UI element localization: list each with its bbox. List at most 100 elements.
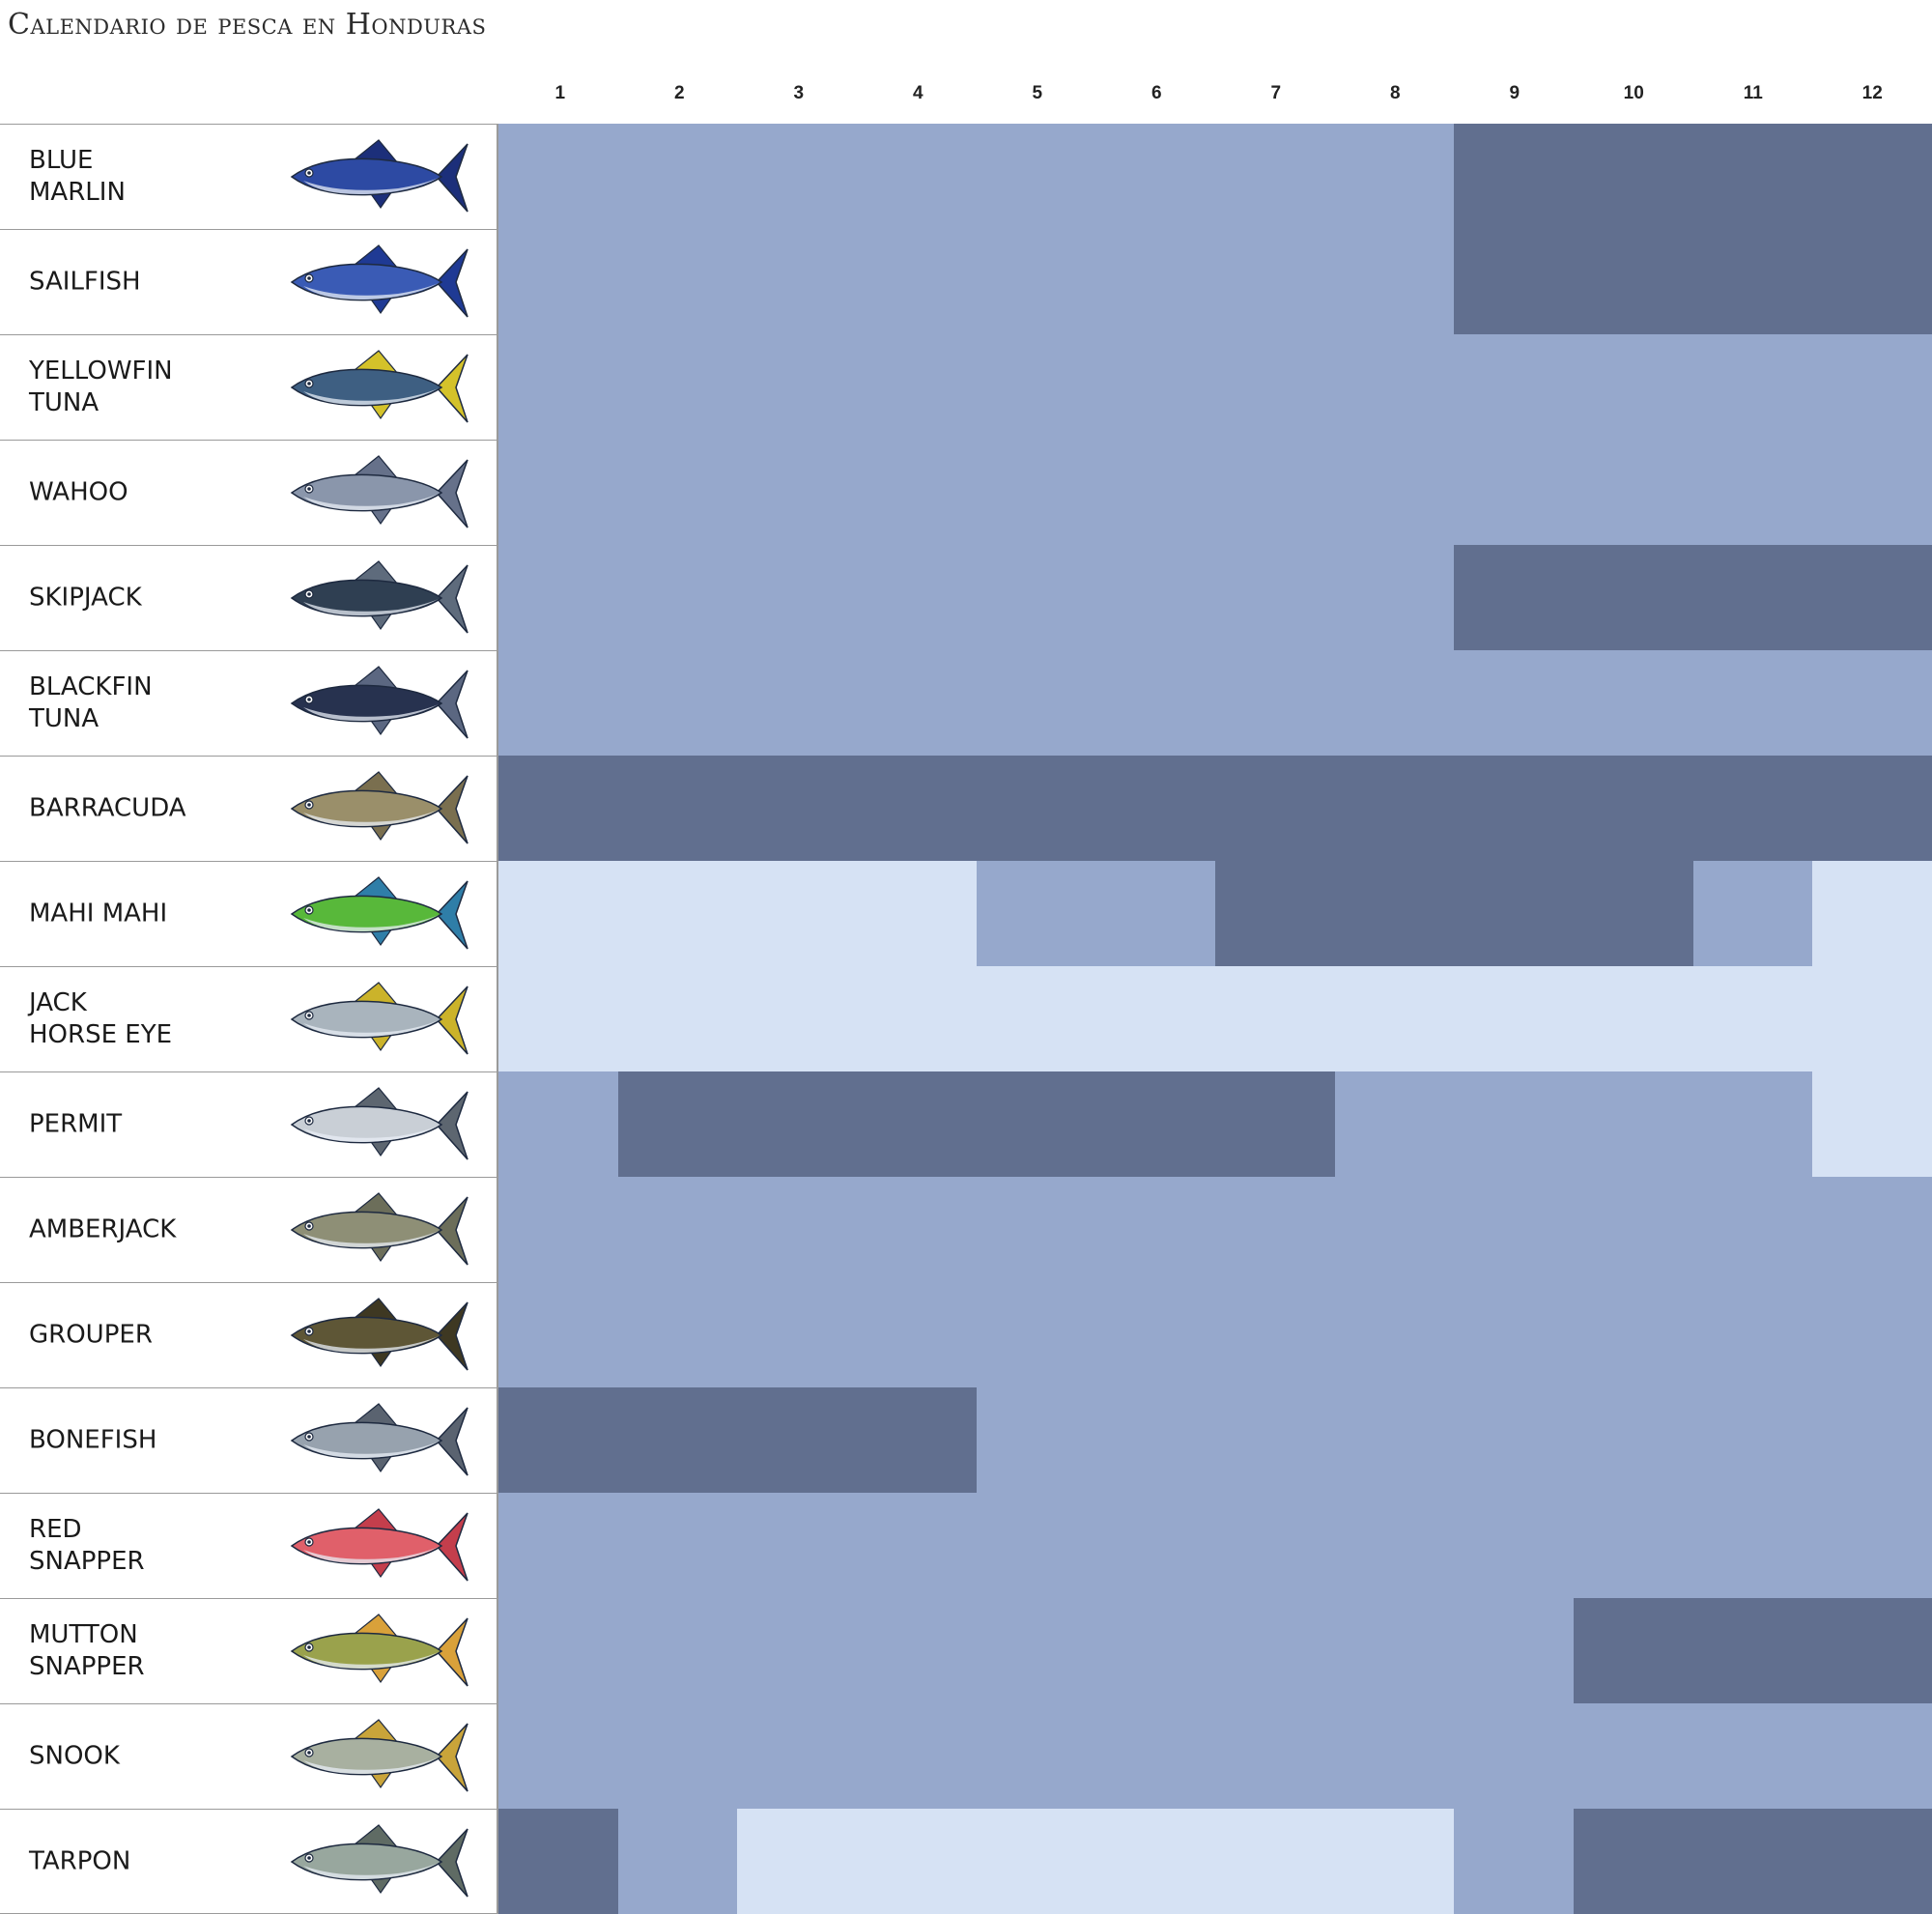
- heatmap-cell-month-3: [737, 440, 858, 545]
- heatmap-cell-month-8: [1334, 334, 1455, 440]
- heatmap-cell-month-6: [1095, 1809, 1216, 1914]
- heatmap-cell-month-2: [617, 124, 738, 229]
- species-name: WAHOO: [29, 477, 128, 507]
- heatmap-cell-month-3: [737, 861, 858, 966]
- heatmap-cell-month-7: [1215, 650, 1335, 756]
- heatmap-cell-month-11: [1692, 861, 1813, 966]
- heatmap-cell-month-3: [737, 1598, 858, 1703]
- heatmap-cell-month-8: [1334, 1177, 1455, 1282]
- month-cells: [498, 1387, 1932, 1493]
- heatmap-cell-month-7: [1215, 440, 1335, 545]
- heatmap-cell-month-8: [1334, 966, 1455, 1071]
- species-label-cell: YELLOWFIN TUNA: [0, 334, 498, 440]
- heatmap-cell-month-10: [1574, 229, 1693, 334]
- heatmap-cell-month-11: [1692, 124, 1813, 229]
- month-label-6: 6: [1151, 83, 1162, 103]
- heatmap-cell-month-6: [1095, 229, 1216, 334]
- heatmap-cell-month-12: [1812, 440, 1932, 545]
- month-label-1: 1: [554, 83, 566, 103]
- heatmap-cell-month-7: [1215, 1809, 1335, 1914]
- heatmap-cell-month-7: [1215, 756, 1335, 861]
- heatmap-cell-month-8: [1334, 229, 1455, 334]
- heatmap-cell-month-5: [976, 545, 1096, 650]
- heatmap-cell-month-12: [1812, 1703, 1932, 1809]
- heatmap-cell-month-7: [1215, 1071, 1335, 1177]
- heatmap-cell-month-4: [857, 966, 977, 1071]
- heatmap-cell-month-12: [1812, 756, 1932, 861]
- month-cells: [498, 1809, 1932, 1914]
- heatmap-cell-month-2: [617, 229, 738, 334]
- heatmap-cell-month-6: [1095, 124, 1216, 229]
- month-label-11: 11: [1743, 83, 1763, 103]
- month-label-3: 3: [793, 83, 805, 103]
- month-cells: [498, 1598, 1932, 1703]
- heatmap-cell-month-1: [498, 1071, 618, 1177]
- heatmap-cell-month-5: [976, 1598, 1096, 1703]
- heatmap-cell-month-3: [737, 1071, 858, 1177]
- heatmap-cell-month-9: [1454, 966, 1575, 1071]
- species-label-cell: BARRACUDA: [0, 756, 498, 861]
- heatmap-cell-month-4: [857, 1493, 977, 1598]
- heatmap-cell-month-4: [857, 1703, 977, 1809]
- species-name: JACK HORSE EYE: [29, 988, 173, 1049]
- heatmap-cell-month-3: [737, 756, 858, 861]
- heatmap-cell-month-7: [1215, 1282, 1335, 1387]
- tarpon-icon: [290, 1824, 469, 1898]
- heatmap-cell-month-9: [1454, 756, 1575, 861]
- heatmap-cell-month-8: [1334, 756, 1455, 861]
- month-cells: [498, 440, 1932, 545]
- species-label-cell: TARPON: [0, 1809, 498, 1914]
- species-label-cell: JACK HORSE EYE: [0, 966, 498, 1071]
- species-name: TARPON: [29, 1846, 131, 1875]
- heatmap-cell-month-7: [1215, 229, 1335, 334]
- heatmap-cell-month-9: [1454, 1282, 1575, 1387]
- heatmap-cell-month-5: [976, 966, 1096, 1071]
- heatmap-cell-month-3: [737, 124, 858, 229]
- month-cells: [498, 229, 1932, 334]
- snook-icon: [290, 1719, 469, 1792]
- heatmap-cell-month-5: [976, 650, 1096, 756]
- species-name: MUTTON SNAPPER: [29, 1620, 145, 1681]
- heatmap-cell-month-6: [1095, 440, 1216, 545]
- heatmap-cell-month-11: [1692, 650, 1813, 756]
- species-label-cell: MAHI MAHI: [0, 861, 498, 966]
- heatmap-cell-month-2: [617, 1387, 738, 1493]
- barracuda-icon: [290, 771, 469, 844]
- heatmap-cell-month-10: [1574, 1703, 1693, 1809]
- month-label-12: 12: [1861, 83, 1883, 103]
- species-label-cell: SKIPJACK: [0, 545, 498, 650]
- heatmap-cell-month-8: [1334, 1703, 1455, 1809]
- heatmap-cell-month-9: [1454, 124, 1575, 229]
- heatmap-cell-month-10: [1574, 756, 1693, 861]
- heatmap-cell-month-4: [857, 545, 977, 650]
- heatmap-cell-month-10: [1574, 440, 1693, 545]
- heatmap-cell-month-4: [857, 1598, 977, 1703]
- heatmap-cell-month-6: [1095, 545, 1216, 650]
- heatmap-cell-month-9: [1454, 1703, 1575, 1809]
- table-row: BONEFISH: [0, 1387, 1932, 1493]
- table-row: BARRACUDA: [0, 756, 1932, 861]
- heatmap-cell-month-1: [498, 966, 618, 1071]
- heatmap-cell-month-7: [1215, 1387, 1335, 1493]
- table-row: PERMIT: [0, 1071, 1932, 1177]
- species-label-cell: MUTTON SNAPPER: [0, 1598, 498, 1703]
- page-title: Calendario de pesca en Honduras: [8, 8, 487, 42]
- heatmap-cell-month-12: [1812, 1071, 1932, 1177]
- heatmap-cell-month-1: [498, 861, 618, 966]
- heatmap-cell-month-11: [1692, 1598, 1813, 1703]
- species-name: BLUE MARLIN: [29, 146, 126, 207]
- amberjack-icon: [290, 1192, 469, 1266]
- bonefish-icon: [290, 1403, 469, 1476]
- heatmap-cell-month-4: [857, 334, 977, 440]
- heatmap-cell-month-9: [1454, 229, 1575, 334]
- heatmap-cell-month-4: [857, 756, 977, 861]
- heatmap-cell-month-9: [1454, 1493, 1575, 1598]
- species-label-cell: SNOOK: [0, 1703, 498, 1809]
- month-cells: [498, 1071, 1932, 1177]
- heatmap-cell-month-7: [1215, 334, 1335, 440]
- heatmap-cell-month-3: [737, 650, 858, 756]
- month-cells: [498, 1493, 1932, 1598]
- heatmap-cell-month-5: [976, 1177, 1096, 1282]
- heatmap-cell-month-9: [1454, 650, 1575, 756]
- heatmap-cell-month-6: [1095, 1703, 1216, 1809]
